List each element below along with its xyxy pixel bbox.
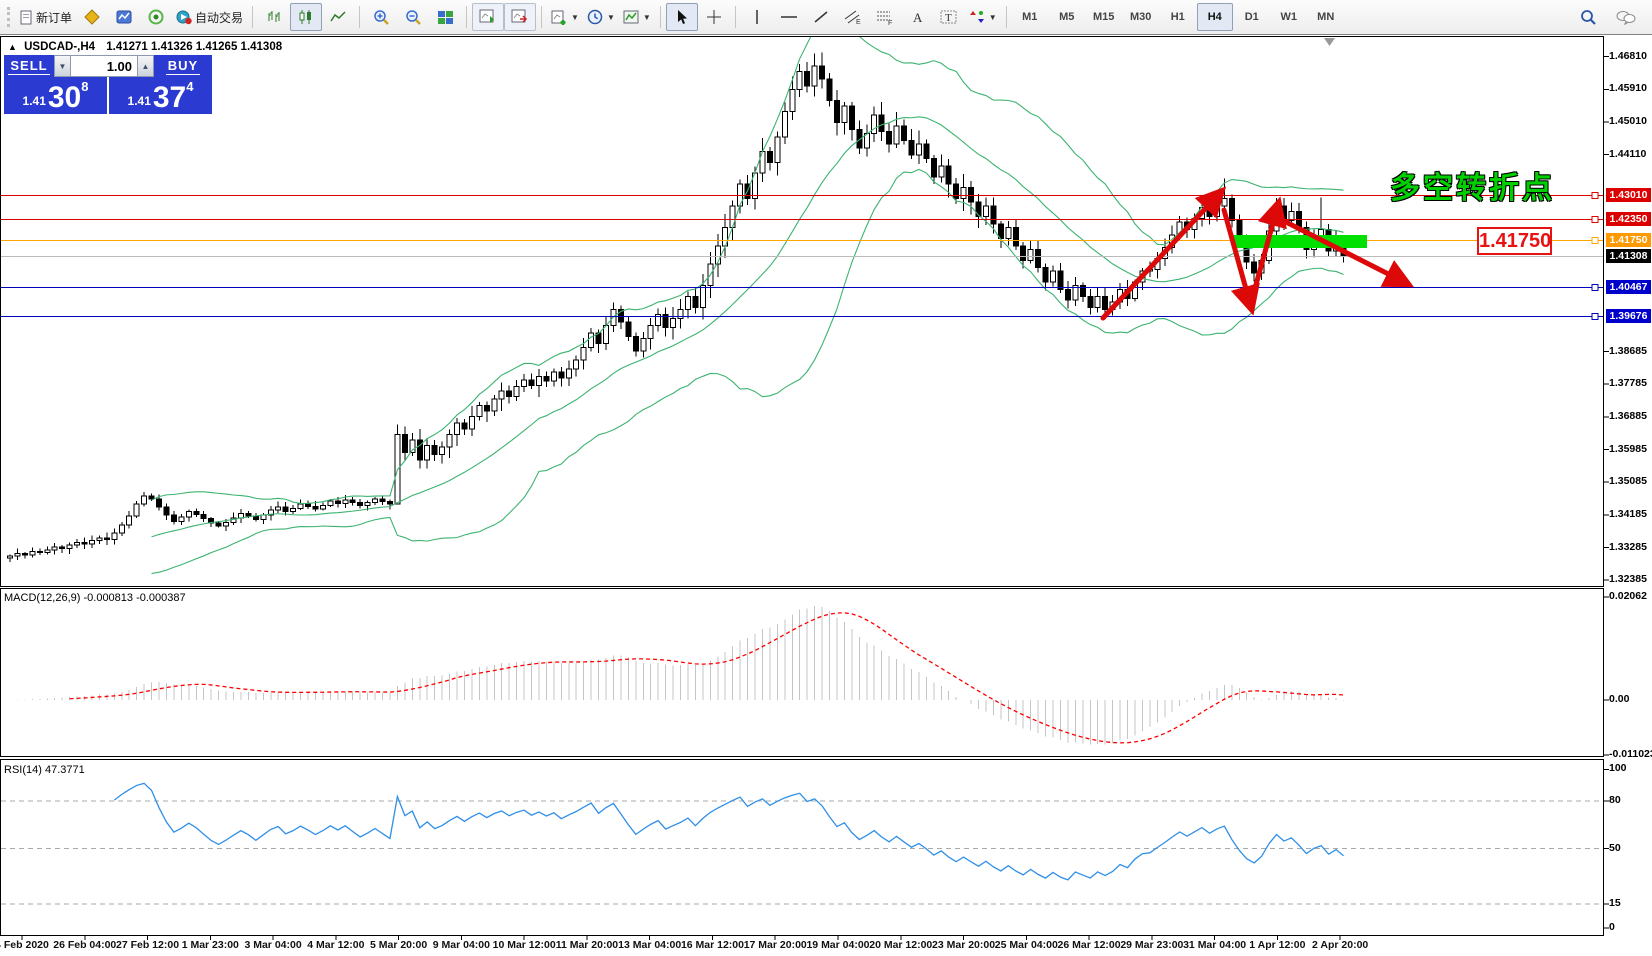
autotrading-icon [176,10,192,25]
svg-text:A: A [913,10,923,25]
trendline-tool-button[interactable] [805,3,837,31]
line-chart-button[interactable] [322,3,354,31]
arrows-caret-icon: ▼ [988,12,997,22]
templates-caret-icon: ▼ [642,12,651,22]
period-selector-button[interactable]: ▼ [583,3,619,31]
new-order-button[interactable]: 新订单 [16,3,76,31]
volume-decrement-button[interactable]: ▼ [54,55,71,77]
signals-icon [148,9,164,25]
vertical-line-icon [756,10,758,24]
timeframe-w1[interactable]: W1 [1280,11,1297,23]
auto-scroll-button[interactable] [472,3,505,31]
add-indicator-button[interactable]: ▼ [547,3,583,31]
equidistant-channel-icon: E [844,10,861,25]
text-label-icon: T [940,10,957,24]
toolbar-grip [7,7,13,27]
templates-icon [623,10,639,24]
volume-increment-button[interactable]: ▲ [137,55,154,77]
search-button[interactable] [1572,3,1604,31]
trendline-icon [814,11,828,23]
chat-button[interactable] [1610,3,1642,31]
timeframe-m30[interactable]: M30 [1130,11,1152,23]
fibonacci-icon: F [876,11,892,25]
templates-button[interactable]: ▼ [619,3,655,31]
chart-shift-icon [511,9,528,23]
buy-button[interactable]: BUY [165,57,201,75]
add-indicator-caret-icon: ▼ [571,12,579,22]
svg-text:F: F [888,20,892,25]
fibonacci-tool-button[interactable]: F [869,3,901,31]
timeframe-h4[interactable]: H4 [1196,3,1233,31]
timeframe-m15[interactable]: M15 [1093,11,1115,23]
line-chart-icon [330,11,346,22]
svg-text:E: E [856,19,861,25]
cursor-icon [677,10,687,24]
timeframe-d1[interactable]: D1 [1244,11,1259,23]
cursor-tool-button[interactable] [665,3,698,31]
sell-price[interactable]: 1.41 30 8 [4,77,107,114]
bar-chart-button[interactable] [258,3,290,31]
market-watch-button[interactable] [76,3,108,31]
price-callout-box[interactable]: 1.41750 [1477,227,1552,255]
auto-scroll-icon [479,9,495,23]
new-order-icon [20,10,32,24]
horizontal-line-tool-button[interactable] [773,3,805,31]
timeframe-bar: M1 M5 M15 M30 H1 H4 D1 W1 MN [1012,3,1344,31]
text-icon: A [913,10,923,25]
zoom-out-button[interactable] [397,3,429,31]
horizontal-line-icon [780,16,797,18]
chart-window-button[interactable] [108,3,140,31]
new-order-label: 新订单 [36,10,73,25]
timeframe-h1[interactable]: H1 [1170,11,1185,23]
chart-shift-button[interactable] [504,3,537,31]
text-tool-button[interactable]: A [901,3,933,31]
tile-windows-button[interactable] [429,3,461,31]
timeframe-m1[interactable]: M1 [1022,11,1038,23]
crosshair-tool-button[interactable] [698,3,730,31]
vertical-line-tool-button[interactable] [741,3,773,31]
zoom-out-icon [405,9,421,25]
text-label-tool-button[interactable]: T [933,3,965,31]
signals-button[interactable] [140,3,172,31]
arrows-icon [969,11,984,23]
autotrading-button[interactable]: 自动交易 [172,3,247,31]
equidistant-channel-tool-button[interactable]: E [837,3,869,31]
add-indicator-icon [551,10,566,25]
zoom-in-icon [373,9,389,25]
buy-price[interactable]: 1.41 37 4 [109,77,212,114]
crosshair-icon [706,10,721,24]
candlestick-chart-button[interactable] [290,3,323,31]
clock-icon [587,9,603,25]
market-watch-icon [84,9,100,25]
one-click-trading-panel: SELL ▼ 1.00 ▲ BUY 1.41 30 8 1.41 37 4 [4,55,212,114]
chart-window-icon [116,10,132,24]
bar-chart-icon [268,11,280,22]
autotrading-label: 自动交易 [195,10,244,25]
zoom-in-button[interactable] [365,3,397,31]
timeframe-m5[interactable]: M5 [1059,11,1075,23]
chat-icon [1616,11,1636,25]
toolbar: 新订单 自动交易 [0,0,1652,35]
candlestick-chart-icon [299,10,312,24]
arrows-tool-button[interactable]: ▼ [965,3,1001,31]
timeframe-mn[interactable]: MN [1317,11,1335,23]
svg-text:T: T [945,12,952,24]
sell-button[interactable]: SELL [8,57,50,75]
period-caret-icon: ▼ [606,12,615,22]
volume-input[interactable]: 1.00 [71,55,137,77]
tile-windows-icon [437,10,453,24]
search-icon [1580,9,1596,25]
